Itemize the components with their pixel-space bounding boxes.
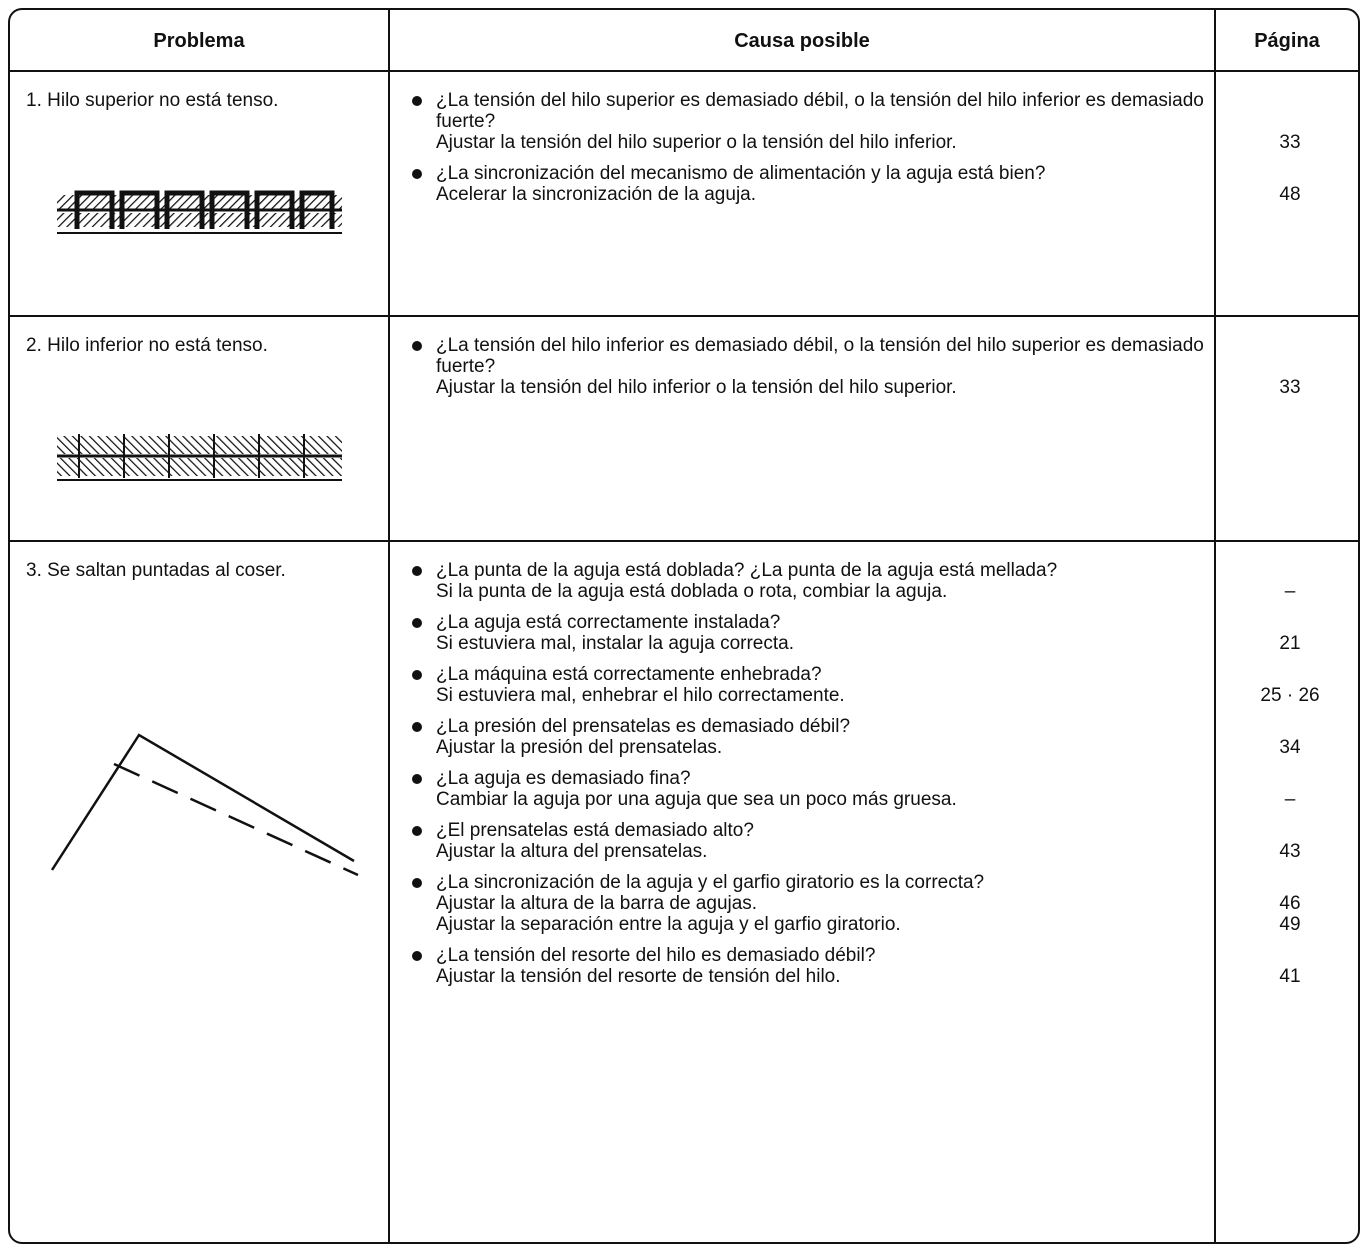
action-text: Si estuviera mal, instalar la aguja corr… — [436, 633, 794, 654]
cause-item: ¿La tensión del hilo superior es demasia… — [390, 90, 1360, 153]
row-divider — [10, 70, 1358, 72]
cause-question: ¿La sincronización de la aguja y el garf… — [390, 872, 1206, 893]
page-number: 25 · 26 — [1260, 685, 1320, 706]
cause-question: ¿La tensión del resorte del hilo es dema… — [390, 945, 1206, 966]
cause-action: Ajustar la separación entre la aguja y e… — [390, 914, 1360, 935]
page-number: 49 — [1279, 914, 1301, 935]
cause-action: Ajustar la tensión del hilo inferior o l… — [390, 377, 1360, 398]
stitch-illustration — [57, 434, 342, 481]
cause-question: ¿La aguja está correctamente instalada? — [390, 612, 1206, 633]
page-number: 34 — [1279, 737, 1301, 758]
cause-item: ¿La presión del prensatelas es demasiado… — [390, 716, 1360, 758]
cause-action: Ajustar la altura de la barra de agujas.… — [390, 893, 1360, 914]
action-text: Cambiar la aguja por una aguja que sea u… — [436, 789, 957, 810]
cause-question: ¿El prensatelas está demasiado alto? — [390, 820, 1206, 841]
action-text: Ajustar la altura de la barra de agujas. — [436, 893, 758, 914]
action-text: Ajustar la presión del prensatelas. — [436, 737, 723, 758]
cause-action: Ajustar la presión del prensatelas. 34 — [390, 737, 1360, 758]
skipped-stitch-illustration — [50, 733, 359, 877]
action-text: Ajustar la tensión del hilo superior o l… — [436, 132, 957, 153]
cause-action: Si estuviera mal, enhebrar el hilo corre… — [390, 685, 1360, 706]
row-divider — [10, 540, 1358, 542]
cause-action: Acelerar la sincronización de la aguja. 4… — [390, 184, 1360, 205]
column-divider — [388, 10, 390, 1242]
action-text: Ajustar la separación entre la aguja y e… — [436, 914, 901, 935]
cause-action: Ajustar la tensión del resorte de tensió… — [390, 966, 1360, 987]
page-number: 46 — [1279, 893, 1301, 914]
header-cell: Causa posible — [734, 29, 870, 52]
cause-action: Si la punta de la aguja está doblada o r… — [390, 581, 1360, 602]
troubleshooting-table: Problema Causa posible Página 1. Hilo su… — [8, 8, 1360, 1244]
cause-item: ¿La tensión del resorte del hilo es dema… — [390, 945, 1360, 987]
row-divider — [10, 315, 1358, 317]
problem-text: 1. Hilo superior no está tenso. — [26, 90, 279, 111]
cause-list: ¿La punta de la aguja está doblada? ¿La … — [390, 560, 1360, 997]
cause-question: ¿La máquina está correctamente enhebrada… — [390, 664, 1206, 685]
cause-item: ¿La máquina está correctamente enhebrada… — [390, 664, 1360, 706]
page-number: 43 — [1279, 841, 1301, 862]
problem-text: 2. Hilo inferior no está tenso. — [26, 335, 268, 356]
cause-action: Ajustar la altura del prensatelas. 43 — [390, 841, 1360, 862]
cause-question: ¿La aguja es demasiado fina? — [390, 768, 1206, 789]
page-number: 48 — [1279, 184, 1301, 205]
cause-item: ¿La sincronización del mecanismo de alim… — [390, 163, 1360, 205]
action-text: Si la punta de la aguja está doblada o r… — [436, 581, 948, 602]
cause-item: ¿La sincronización de la aguja y el garf… — [390, 872, 1360, 935]
cause-action: Cambiar la aguja por una aguja que sea u… — [390, 789, 1360, 810]
cause-item: ¿La aguja es demasiado fina? Cambiar la a… — [390, 768, 1360, 810]
action-text: Ajustar la tensión del hilo inferior o l… — [436, 377, 957, 398]
page-number: 33 — [1279, 377, 1301, 398]
page-number: – — [1284, 581, 1296, 602]
cause-question: ¿La sincronización del mecanismo de alim… — [390, 163, 1206, 184]
page-number: 33 — [1279, 132, 1301, 153]
page-number: 21 — [1279, 633, 1301, 654]
cause-action: Ajustar la tensión del hilo superior o l… — [390, 132, 1360, 153]
page-number: – — [1284, 789, 1296, 810]
cause-question: ¿La punta de la aguja está doblada? ¿La … — [390, 560, 1206, 581]
cause-question: ¿La tensión del hilo superior es demasia… — [390, 90, 1206, 132]
page-number: 41 — [1279, 966, 1301, 987]
column-divider — [1214, 10, 1216, 1242]
action-text: Ajustar la tensión del resorte de tensió… — [436, 966, 841, 987]
cause-item: ¿La tensión del hilo inferior es demasia… — [390, 335, 1360, 398]
stitch-illustration — [57, 190, 342, 234]
action-text: Ajustar la altura del prensatelas. — [436, 841, 708, 862]
header-cell: Problema — [153, 29, 245, 52]
action-text: Si estuviera mal, enhebrar el hilo corre… — [436, 685, 845, 706]
header-cell: Página — [1254, 29, 1320, 52]
cause-list: ¿La tensión del hilo inferior es demasia… — [390, 335, 1360, 408]
cause-item: ¿El prensatelas está demasiado alto? Ajus… — [390, 820, 1360, 862]
cause-item: ¿La aguja está correctamente instalada? S… — [390, 612, 1360, 654]
cause-item: ¿La punta de la aguja está doblada? ¿La … — [390, 560, 1360, 602]
cause-action: Si estuviera mal, instalar la aguja corr… — [390, 633, 1360, 654]
cause-list: ¿La tensión del hilo superior es demasia… — [390, 90, 1360, 215]
action-text: Acelerar la sincronización de la aguja. — [436, 184, 757, 205]
problem-text: 3. Se saltan puntadas al coser. — [26, 560, 286, 581]
cause-question: ¿La presión del prensatelas es demasiado… — [390, 716, 1206, 737]
cause-question: ¿La tensión del hilo inferior es demasia… — [390, 335, 1206, 377]
